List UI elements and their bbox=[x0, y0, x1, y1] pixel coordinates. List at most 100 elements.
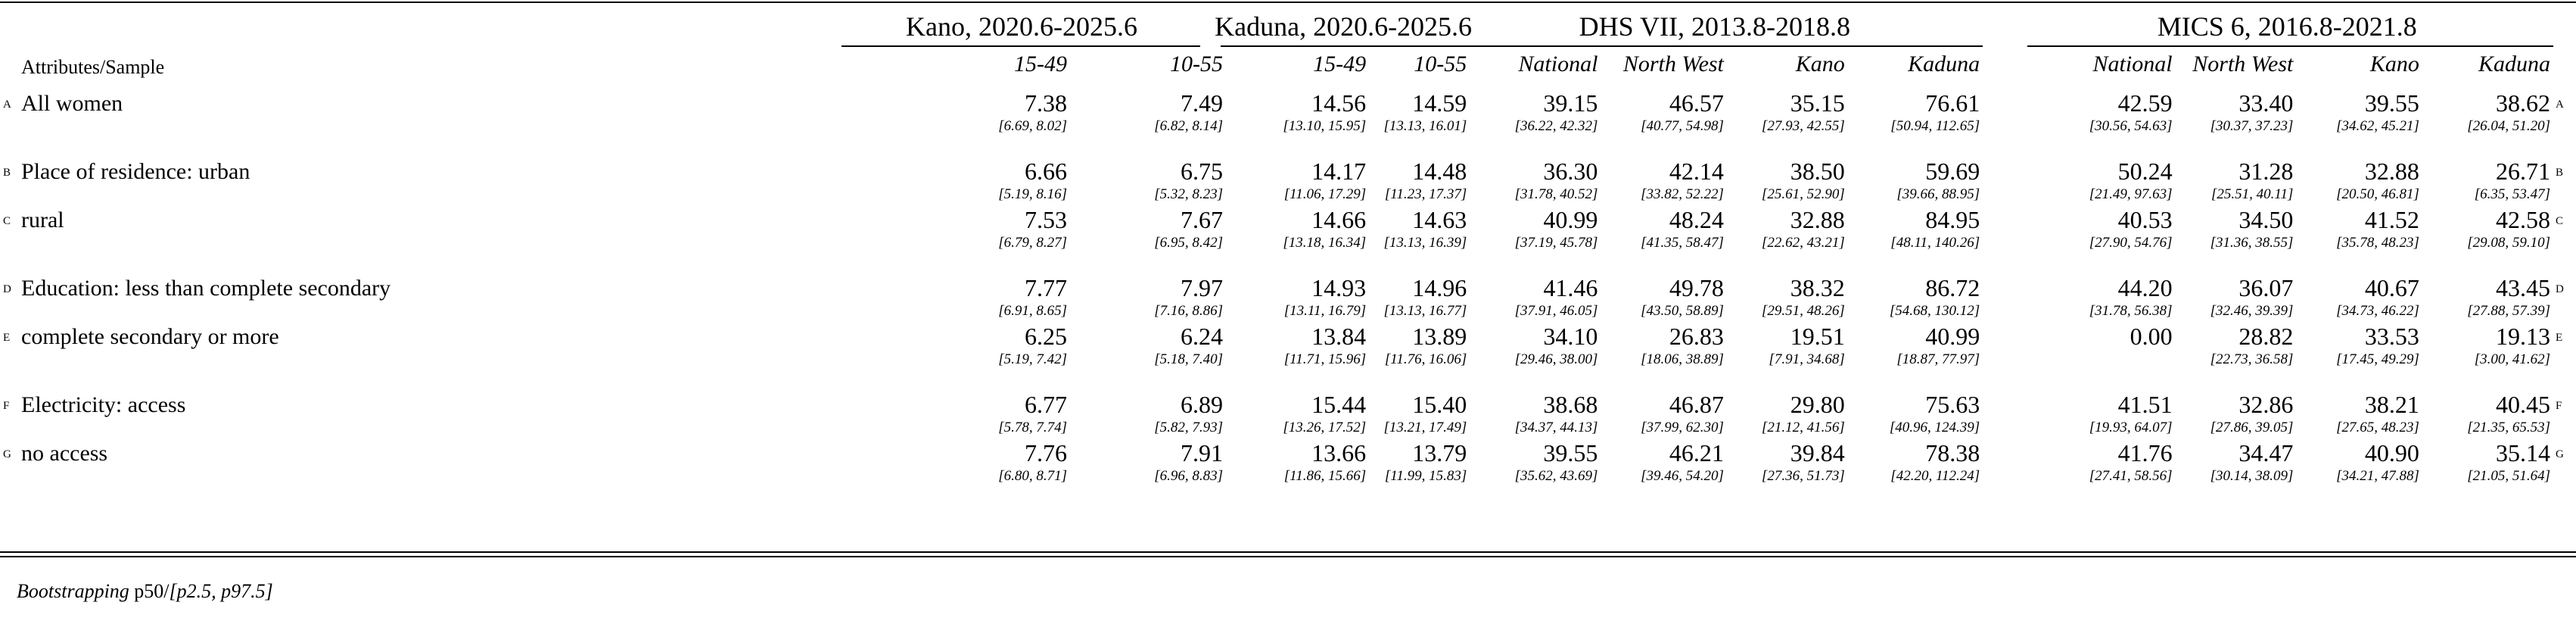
cell-interval: [5.18, 7.40] bbox=[1154, 351, 1223, 367]
cell-value: 40.99 bbox=[1925, 323, 1980, 350]
cell-interval: [13.21, 17.49] bbox=[1383, 420, 1467, 435]
cell-value: 42.14 bbox=[1669, 158, 1724, 185]
cell-value: 29.80 bbox=[1790, 391, 1845, 418]
group-rule-kaduna bbox=[1221, 45, 1470, 47]
cell-interval: [29.46, 38.00] bbox=[1514, 351, 1598, 367]
cell-value: 38.50 bbox=[1790, 158, 1845, 185]
cell-value: 6.66 bbox=[1025, 158, 1067, 185]
cell-interval: [39.46, 54.20] bbox=[1641, 468, 1724, 484]
cell-interval: [27.65, 48.23] bbox=[2336, 420, 2419, 435]
cell-interval: [21.05, 51.64] bbox=[2467, 468, 2550, 484]
cell-value: 44.20 bbox=[2117, 274, 2173, 301]
cell-interval: [27.88, 57.39] bbox=[2467, 303, 2550, 319]
cell-interval: [37.91, 46.05] bbox=[1514, 303, 1598, 319]
row-marker-right: D bbox=[2556, 283, 2564, 295]
subheader: North West bbox=[2192, 51, 2294, 76]
cell-value: 40.90 bbox=[2364, 439, 2419, 467]
row-marker-right: E bbox=[2556, 332, 2563, 344]
cell-value: 7.76 bbox=[1025, 439, 1067, 467]
cell-interval: [18.06, 38.89] bbox=[1641, 351, 1724, 367]
cell-value: 38.62 bbox=[2496, 89, 2550, 117]
cell-interval: [19.93, 64.07] bbox=[2089, 420, 2173, 435]
cell-interval: [5.32, 8.23] bbox=[1154, 186, 1223, 202]
cell-value: 7.91 bbox=[1181, 439, 1223, 467]
cell-interval: [34.73, 46.22] bbox=[2336, 303, 2419, 319]
row-label: All women bbox=[21, 91, 123, 116]
cell-value: 14.48 bbox=[1412, 158, 1467, 185]
cell-value: 32.88 bbox=[2364, 158, 2419, 185]
cell-value: 19.13 bbox=[2496, 323, 2550, 350]
cell-interval: [6.69, 8.02] bbox=[998, 118, 1067, 134]
cell-value: 39.55 bbox=[1543, 439, 1598, 467]
cell-interval: [17.45, 49.29] bbox=[2336, 351, 2419, 367]
group-title-kaduna: Kaduna, 2020.6-2025.6 bbox=[1215, 11, 1473, 42]
cell-interval: [6.95, 8.42] bbox=[1154, 235, 1223, 251]
subheader: National bbox=[1518, 51, 1598, 76]
cell-interval: [30.56, 54.63] bbox=[2089, 118, 2173, 134]
cell-interval: [13.18, 16.34] bbox=[1283, 235, 1367, 251]
cell-value: 84.95 bbox=[1925, 206, 1980, 233]
cell-interval: [26.04, 51.20] bbox=[2467, 118, 2550, 134]
cell-value: 50.24 bbox=[2117, 158, 2173, 185]
cell-interval: [13.13, 16.01] bbox=[1383, 118, 1467, 134]
attributes-header: Attributes/Sample bbox=[21, 56, 165, 78]
cell-value: 34.47 bbox=[2238, 439, 2294, 467]
row-marker-left: F bbox=[3, 400, 10, 412]
cell-value: 7.38 bbox=[1025, 89, 1067, 117]
cell-interval: [42.20, 112.24] bbox=[1890, 468, 1980, 484]
subheader: National bbox=[2092, 51, 2173, 76]
cell-interval: [31.36, 38.55] bbox=[2210, 235, 2294, 251]
cell-value: 41.46 bbox=[1543, 274, 1598, 301]
cell-interval: [11.86, 15.66] bbox=[1283, 468, 1367, 484]
cell-value: 7.67 bbox=[1181, 206, 1223, 233]
cell-value: 26.83 bbox=[1669, 323, 1724, 350]
cell-interval: [37.19, 45.78] bbox=[1514, 235, 1598, 251]
cell-value: 34.50 bbox=[2238, 206, 2294, 233]
cell-value: 6.75 bbox=[1181, 158, 1223, 185]
cell-interval: [6.82, 8.14] bbox=[1154, 118, 1223, 134]
row-marker-right: C bbox=[2556, 215, 2564, 227]
cell-interval: [33.82, 52.22] bbox=[1641, 186, 1724, 202]
footnote-interval: [p2.5, p97.5] bbox=[169, 580, 273, 602]
cell-interval: [11.76, 16.06] bbox=[1384, 351, 1467, 367]
row-label: Electricity: access bbox=[21, 392, 186, 417]
cell-value: 14.56 bbox=[1311, 89, 1367, 117]
footnote-method: Bootstrapping bbox=[17, 580, 129, 602]
cell-value: 36.07 bbox=[2238, 274, 2294, 301]
cell-value: 31.28 bbox=[2238, 158, 2294, 185]
cell-interval: [32.46, 39.39] bbox=[2210, 303, 2294, 319]
subheader: Kano bbox=[2369, 51, 2419, 76]
cell-interval: [27.86, 39.05] bbox=[2210, 420, 2294, 435]
cell-interval: [27.36, 51.73] bbox=[1761, 468, 1845, 484]
cell-interval: [6.91, 8.65] bbox=[998, 303, 1067, 319]
cell-value: 41.51 bbox=[2117, 391, 2173, 418]
cell-interval: [34.62, 45.21] bbox=[2336, 118, 2419, 134]
cell-value: 49.78 bbox=[1669, 274, 1724, 301]
cell-interval: [29.08, 59.10] bbox=[2467, 235, 2550, 251]
cell-value: 33.40 bbox=[2238, 89, 2294, 117]
cell-interval: [5.78, 7.74] bbox=[998, 420, 1067, 435]
cell-value: 34.10 bbox=[1543, 323, 1598, 350]
cell-value: 7.53 bbox=[1025, 206, 1067, 233]
cell-value: 78.38 bbox=[1925, 439, 1980, 467]
cell-value: 40.45 bbox=[2496, 391, 2550, 418]
group-rule-dhs bbox=[1452, 45, 1983, 47]
cell-value: 14.96 bbox=[1412, 274, 1467, 301]
row-marker-left: B bbox=[3, 167, 11, 179]
row-label: rural bbox=[21, 208, 64, 232]
cell-value: 32.86 bbox=[2238, 391, 2294, 418]
subheader: 10-55 bbox=[1170, 51, 1223, 76]
cell-interval: [13.11, 16.79] bbox=[1283, 303, 1367, 319]
bottom-double-rule-1 bbox=[0, 551, 2576, 553]
cell-value: 0.00 bbox=[2130, 323, 2173, 350]
cell-interval: [29.51, 48.26] bbox=[1761, 303, 1845, 319]
cell-interval: [27.41, 58.56] bbox=[2089, 468, 2173, 484]
cell-value: 39.15 bbox=[1543, 89, 1598, 117]
cell-interval: [41.35, 58.47] bbox=[1641, 235, 1724, 251]
row-marker-right: F bbox=[2556, 400, 2562, 412]
cell-interval: [6.79, 8.27] bbox=[998, 235, 1067, 251]
cell-value: 33.53 bbox=[2364, 323, 2419, 350]
cell-interval: [13.13, 16.77] bbox=[1383, 303, 1467, 319]
cell-interval: [25.51, 40.11] bbox=[2210, 186, 2294, 202]
cell-interval: [7.16, 8.86] bbox=[1154, 303, 1223, 319]
